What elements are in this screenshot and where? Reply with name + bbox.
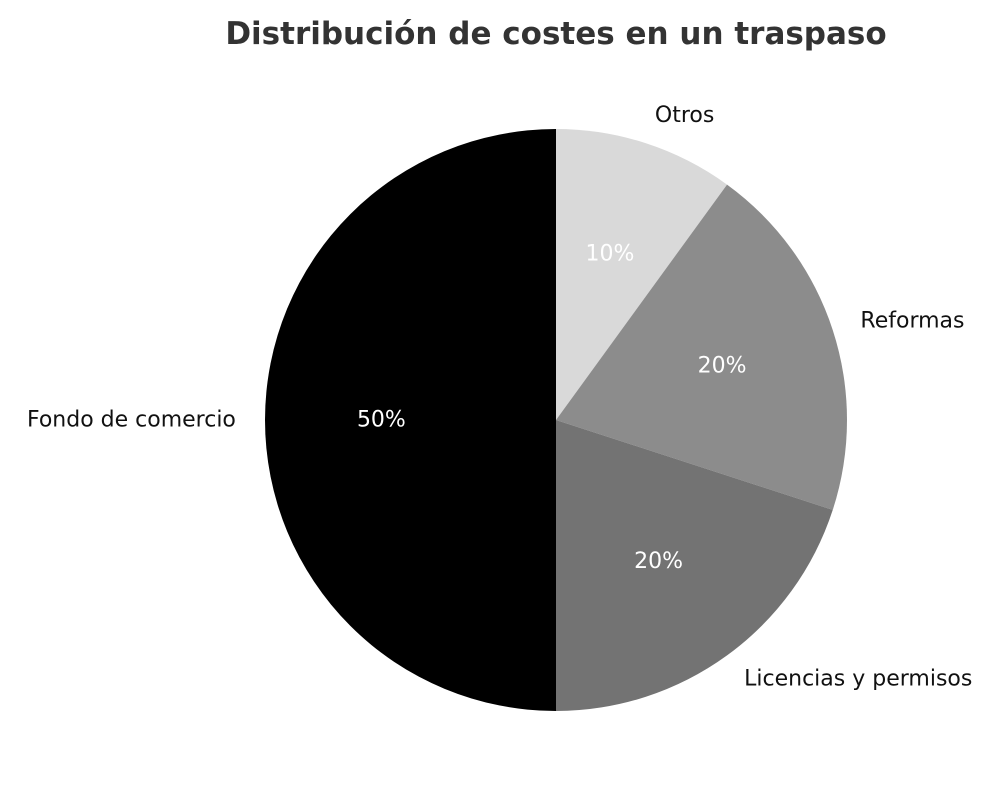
slice-label-fondo-de-comercio: Fondo de comercio xyxy=(27,408,236,433)
slice-percent-licencias-y-permisos: 20% xyxy=(634,549,683,574)
pie-slice-otros xyxy=(556,129,728,420)
chart-title: Distribución de costes en un traspaso xyxy=(225,16,886,52)
pie-slice-reformas xyxy=(556,184,847,510)
pie-slice-licencias-y-permisos xyxy=(556,420,833,711)
labels-layer: 10% Otros 20% Reformas 20% Licencias y permis… xyxy=(27,103,972,691)
pie-slice-fondo-de-comercio xyxy=(265,129,556,711)
slice-label-licencias-y-permisos: Licencias y permisos xyxy=(744,666,972,691)
slice-percent-fondo-de-comercio: 50% xyxy=(357,408,406,433)
slice-label-reformas: Reformas xyxy=(860,309,964,334)
slice-percent-otros: 10% xyxy=(586,241,635,266)
slice-percent-reformas: 20% xyxy=(698,354,747,379)
slices-layer xyxy=(265,129,847,711)
slice-label-otros: Otros xyxy=(655,103,714,128)
